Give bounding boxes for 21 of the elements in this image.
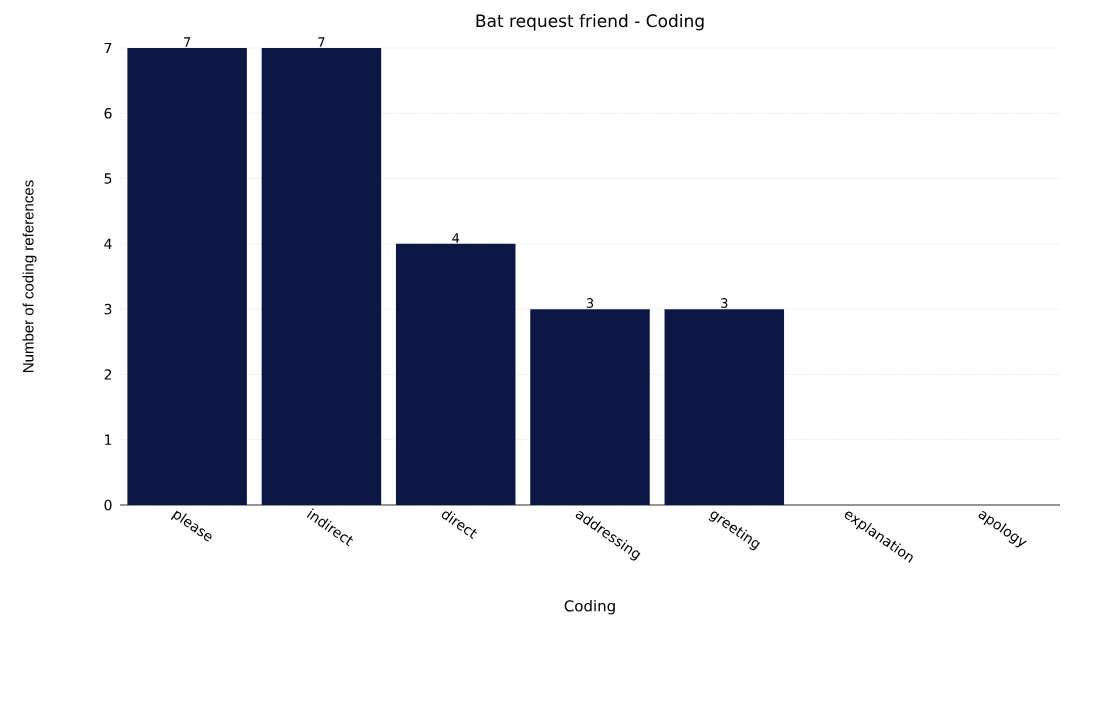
data-label: 3 [721, 298, 728, 308]
data-label: 7 [318, 37, 325, 47]
y-tick-label: 7 [104, 42, 112, 54]
y-tick-label: 6 [104, 107, 112, 119]
y-tick-label: 2 [104, 369, 112, 380]
data-label: 4 [452, 233, 460, 243]
bar [261, 48, 382, 505]
y-tick-label: 5 [104, 173, 112, 184]
y-tick-label: 1 [105, 434, 112, 445]
y-tick-label: 4 [104, 238, 112, 249]
data-label: 7 [184, 37, 191, 47]
y-tick-label: 0 [104, 499, 112, 511]
data-label: 3 [586, 298, 594, 308]
y-axis-title: Number of coding references [22, 180, 37, 372]
bar [127, 48, 247, 505]
bar [395, 243, 516, 505]
bar [530, 309, 650, 505]
chart-title: Bat request friend - Coding [476, 14, 704, 31]
bar [664, 309, 785, 505]
y-tick-label: 3 [104, 303, 112, 315]
x-axis-title: Coding [564, 599, 615, 615]
